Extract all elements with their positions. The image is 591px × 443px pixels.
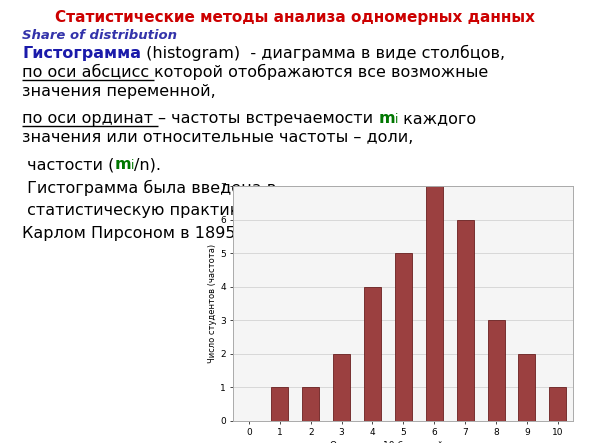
- Text: i: i: [131, 159, 134, 172]
- Text: статистическую практику: статистическую практику: [22, 203, 249, 218]
- X-axis label: Оценка по 10-балльной шкале: Оценка по 10-балльной шкале: [330, 440, 476, 443]
- Text: каждого: каждого: [398, 111, 476, 126]
- Text: по оси абсцисс: по оси абсцисс: [22, 65, 154, 80]
- Text: Карлом Пирсоном в 1895 г.: Карлом Пирсоном в 1895 г.: [22, 226, 254, 241]
- Text: которой отображаются все возможные: которой отображаются все возможные: [154, 64, 489, 80]
- Y-axis label: Число студентов (частота): Число студентов (частота): [208, 244, 217, 363]
- Text: Статистические методы анализа одномерных данных: Статистические методы анализа одномерных…: [55, 10, 535, 25]
- Bar: [364, 287, 381, 421]
- Bar: [426, 186, 443, 421]
- Text: /n).: /n).: [134, 157, 161, 172]
- Text: i: i: [395, 113, 398, 126]
- Text: значения переменной,: значения переменной,: [22, 84, 216, 99]
- Text: m: m: [378, 111, 395, 126]
- Bar: [333, 354, 350, 421]
- Bar: [518, 354, 535, 421]
- Bar: [488, 320, 505, 421]
- Text: m: m: [115, 157, 131, 172]
- Text: значения или относительные частоты – доли,: значения или относительные частоты – дол…: [22, 130, 413, 145]
- Bar: [395, 253, 412, 421]
- Text: Гистограмма: Гистограмма: [22, 46, 141, 61]
- Text: – частоты встречаемости: – частоты встречаемости: [158, 111, 378, 126]
- Text: Share of distribution: Share of distribution: [22, 29, 177, 42]
- Text: по оси ординат: по оси ординат: [22, 111, 158, 126]
- Bar: [549, 387, 566, 421]
- Bar: [457, 220, 473, 421]
- Bar: [302, 387, 319, 421]
- Text: (histogram)  - диаграмма в виде столбцов,: (histogram) - диаграмма в виде столбцов,: [141, 45, 505, 61]
- Text: частости (: частости (: [22, 157, 115, 172]
- Bar: [271, 387, 288, 421]
- Text: Гистограмма была введена в: Гистограмма была введена в: [22, 180, 276, 196]
